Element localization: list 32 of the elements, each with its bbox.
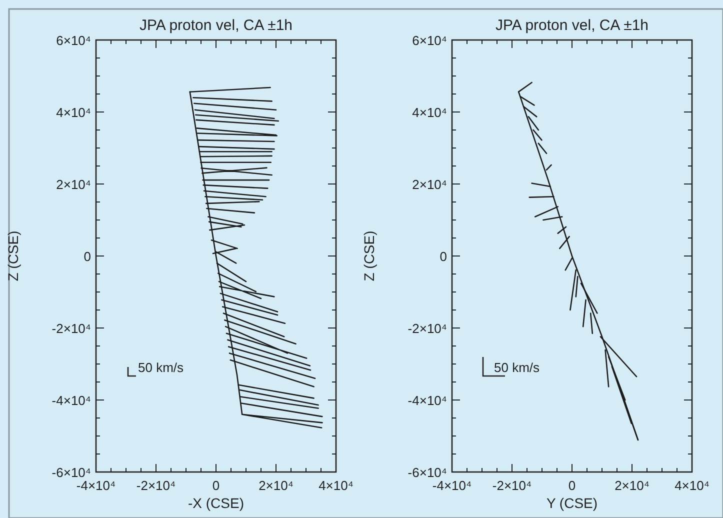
y-tick-label: -2×10⁴ (408, 321, 447, 336)
x-tick-label: 4×10⁴ (674, 478, 710, 493)
y-tick-label: 0 (440, 249, 447, 264)
y-tick-label: -6×10⁴ (408, 465, 447, 480)
x-tick-label: -2×10⁴ (136, 478, 176, 493)
x-tick-label: -4×10⁴ (76, 478, 116, 493)
y-tick-label: -6×10⁴ (52, 465, 91, 480)
y-tick-label: -4×10⁴ (408, 393, 447, 408)
y-tick-label: -4×10⁴ (52, 393, 91, 408)
y-tick-label: -2×10⁴ (52, 321, 91, 336)
y-tick-label: 2×10⁴ (412, 177, 447, 192)
y-tick-label: 6×10⁴ (412, 33, 447, 48)
x-tick-label: -2×10⁴ (492, 478, 532, 493)
y-tick-label: 4×10⁴ (412, 105, 447, 120)
x-tick-label: 2×10⁴ (614, 478, 650, 493)
annotation: 50 km/s (494, 360, 540, 375)
x-tick-label: 2×10⁴ (258, 478, 294, 493)
x-axis-title: Y (CSE) (546, 495, 598, 511)
chart-title: JPA proton vel, CA ±1h (495, 17, 649, 34)
x-axis-title: -X (CSE) (188, 495, 244, 511)
annotation: 50 km/s (138, 360, 184, 375)
y-tick-label: 4×10⁴ (56, 105, 91, 120)
x-tick-label: 0 (212, 478, 220, 493)
x-tick-label: 0 (568, 478, 576, 493)
y-axis-title: Z (CSE) (5, 230, 21, 282)
y-tick-label: 2×10⁴ (56, 177, 91, 192)
y-tick-label: 6×10⁴ (56, 33, 91, 48)
x-tick-label: -4×10⁴ (432, 478, 472, 493)
x-tick-label: 4×10⁴ (318, 478, 354, 493)
y-axis-title: Z (CSE) (361, 230, 377, 282)
chart-title: JPA proton vel, CA ±1h (139, 17, 293, 34)
y-tick-label: 0 (84, 249, 91, 264)
